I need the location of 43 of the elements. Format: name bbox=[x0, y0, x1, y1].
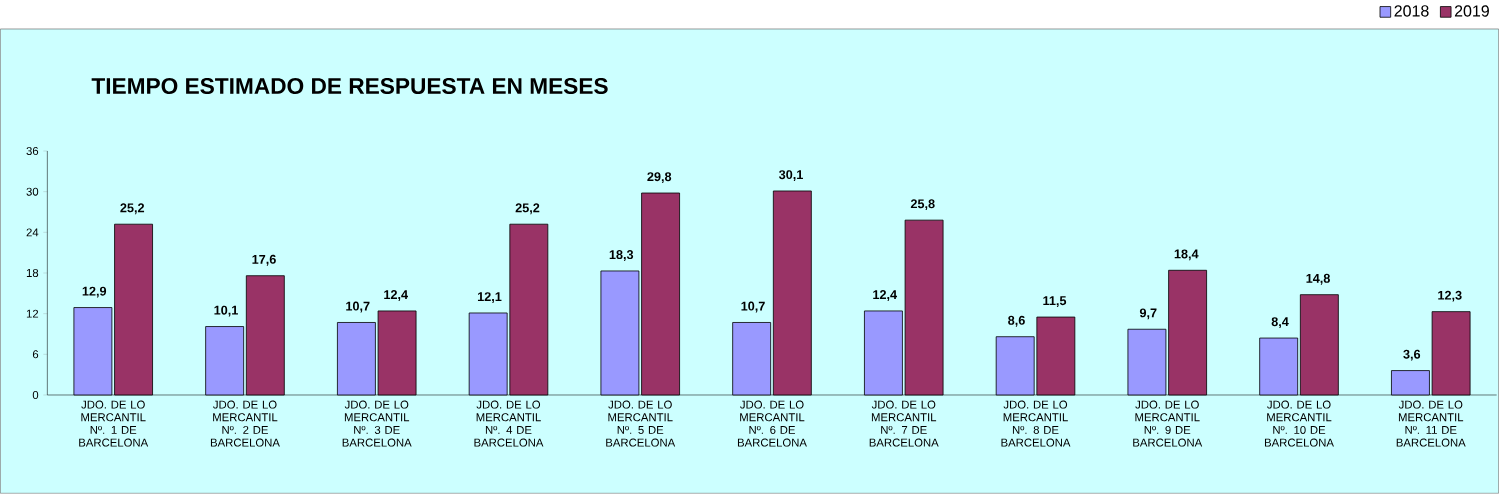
x-tick-label: JDO. DE LO MERCANTIL Nº. 6 DE BARCELONA bbox=[737, 400, 807, 447]
x-tick-label: JDO. DE LO MERCANTIL Nº. 1 DE BARCELONA bbox=[79, 400, 149, 447]
x-tick-label: JDO. DE LO MERCANTIL Nº. 2 DE BARCELONA bbox=[210, 400, 280, 447]
data-label: 18,3 bbox=[609, 250, 634, 262]
data-label: 12,4 bbox=[384, 290, 408, 302]
data-label: 29,8 bbox=[647, 172, 672, 184]
legend-label: 2018 bbox=[1394, 5, 1429, 17]
y-tick-label: 6 bbox=[32, 350, 39, 359]
data-label: 11,5 bbox=[1043, 296, 1067, 308]
data-label: 10,7 bbox=[741, 301, 765, 313]
y-tick-label: 36 bbox=[26, 147, 39, 156]
x-tick-label: JDO. DE LO MERCANTIL Nº. 7 DE BARCELONA bbox=[869, 400, 939, 447]
data-label: 12,1 bbox=[477, 292, 502, 304]
x-tick-label: JDO. DE LO MERCANTIL Nº. 4 DE BARCELONA bbox=[474, 400, 544, 447]
legend-label: 2019 bbox=[1454, 5, 1489, 17]
chart-title: TIEMPO ESTIMADO DE RESPUESTA EN MESES bbox=[91, 78, 608, 95]
data-label: 3,6 bbox=[1403, 349, 1421, 361]
data-label: 25,2 bbox=[515, 203, 540, 215]
data-label: 10,1 bbox=[214, 305, 238, 317]
data-label: 17,6 bbox=[252, 255, 276, 266]
y-tick-label: 18 bbox=[26, 269, 39, 278]
data-label: 18,4 bbox=[1174, 249, 1199, 261]
y-tick-label: 24 bbox=[26, 228, 39, 237]
y-tick-label: 12 bbox=[26, 309, 39, 318]
data-label: 8,4 bbox=[1271, 317, 1289, 329]
data-label: 14,8 bbox=[1306, 274, 1330, 285]
x-tick-label: JDO. DE LO MERCANTIL Nº. 9 DE BARCELONA bbox=[1133, 400, 1203, 447]
data-label: 25,8 bbox=[910, 199, 935, 211]
x-tick-label: JDO. DE LO MERCANTIL Nº. 11 DE BARCELONA bbox=[1396, 400, 1466, 447]
y-tick-label: 30 bbox=[26, 187, 39, 196]
data-label: 9,7 bbox=[1139, 308, 1157, 320]
data-label: 10,7 bbox=[346, 301, 370, 313]
data-label: 12,3 bbox=[1438, 290, 1462, 302]
data-label: 25,2 bbox=[120, 203, 145, 215]
x-tick-label: JDO. DE LO MERCANTIL Nº. 8 DE BARCELONA bbox=[1001, 400, 1071, 447]
x-tick-label: JDO. DE LO MERCANTIL Nº. 5 DE BARCELONA bbox=[606, 400, 676, 447]
data-label: 8,6 bbox=[1008, 316, 1025, 327]
data-label: 12,9 bbox=[82, 286, 107, 298]
y-tick-label: 0 bbox=[32, 391, 39, 400]
data-label: 12,4 bbox=[873, 290, 898, 302]
x-tick-label: JDO. DE LO MERCANTIL Nº. 10 DE BARCELONA bbox=[1264, 400, 1334, 447]
data-label: 30,1 bbox=[778, 170, 803, 182]
x-tick-label: JDO. DE LO MERCANTIL Nº. 3 DE BARCELONA bbox=[342, 400, 412, 447]
